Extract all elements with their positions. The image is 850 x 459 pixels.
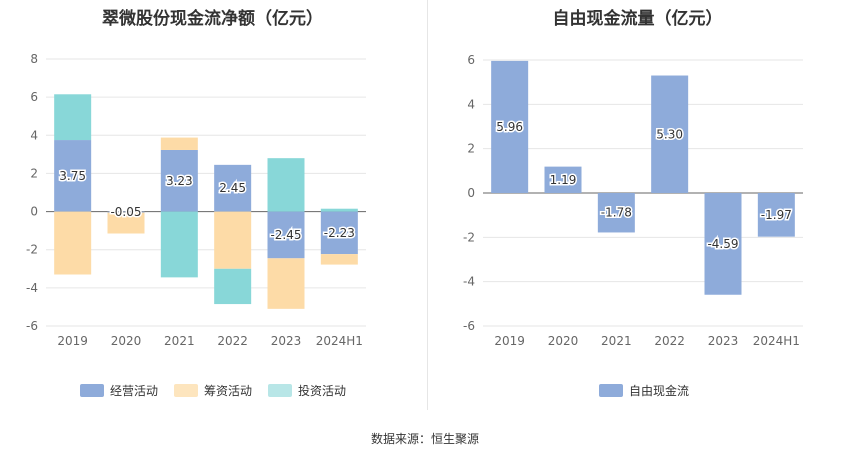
left-bar-经营活动-2023	[267, 211, 305, 259]
right-bar-自由现金流-2020	[544, 166, 582, 193]
legend-swatch-investing	[268, 384, 293, 397]
legend-swatch-operating	[80, 384, 104, 397]
legend-item-operating[interactable]: 经营活动	[80, 382, 158, 399]
right-data-label: -1.78	[601, 206, 632, 220]
left-y-tick-label: 8	[30, 52, 38, 66]
left-bar-经营活动-2020	[107, 211, 145, 213]
right-data-label: 5.96	[496, 120, 523, 134]
left-bar-经营活动-2022	[214, 164, 252, 212]
legend-label-free-cash-flow: 自由现金流	[629, 384, 690, 398]
legend-item-free-cash-flow[interactable]: 自由现金流	[599, 382, 689, 399]
right-y-tick-label: 4	[467, 97, 475, 111]
left-data-label: -2.45	[270, 228, 301, 242]
left-bar-筹资活动-2021	[160, 137, 198, 150]
right-legend: 自由现金流	[599, 382, 689, 399]
legend-label-financing: 筹资活动	[204, 384, 253, 398]
left-x-tick-label: 2019	[57, 334, 88, 348]
left-y-tick-label: 4	[30, 128, 38, 142]
legend-label-operating: 经营活动	[110, 384, 159, 398]
legend-swatch-financing	[174, 384, 199, 397]
chart-divider	[427, 0, 428, 410]
left-bar-投资活动-2019	[54, 94, 92, 141]
right-x-tick-label: 2020	[548, 334, 579, 348]
left-y-tick-label: 6	[30, 90, 38, 104]
right-data-label: 5.30	[656, 127, 683, 141]
left-data-label: -0.05	[110, 205, 141, 219]
left-x-tick-label: 2020	[111, 334, 142, 348]
left-x-tick-label: 2024H1	[316, 334, 363, 348]
right-y-tick-label: -4	[463, 275, 475, 289]
right-bar-自由现金流-2024H1	[757, 193, 795, 237]
right-y-tick-label: 0	[467, 186, 475, 200]
right-x-tick-label: 2019	[494, 334, 525, 348]
right-x-tick-label: 2024H1	[753, 334, 800, 348]
left-data-label: 2.45	[219, 181, 246, 195]
left-bar-筹资活动-2023	[267, 258, 305, 309]
right-x-tick-label: 2023	[708, 334, 739, 348]
right-y-tick-label: -2	[463, 230, 475, 244]
right-y-tick-label: -6	[463, 319, 475, 333]
legend-swatch-free-cash-flow	[599, 384, 623, 397]
left-data-label: -2.23	[324, 226, 355, 240]
left-bar-经营活动-2021	[160, 149, 198, 212]
left-bar-经营活动-2024H1	[320, 211, 358, 255]
left-bar-投资活动-2024H1	[320, 208, 358, 212]
left-y-tick-label: -6	[26, 319, 38, 333]
right-chart-title: 自由现金流量（亿元）	[552, 9, 723, 29]
right-bar-自由现金流-2022	[651, 75, 689, 193]
right-y-tick-label: 6	[467, 53, 475, 67]
left-bar-经营活动-2019	[54, 140, 92, 212]
left-x-tick-label: 2022	[217, 334, 248, 348]
left-chart-title: 翠微股份现金流净额（亿元）	[102, 9, 323, 29]
legend-item-financing[interactable]: 筹资活动	[174, 382, 252, 399]
legend-item-investing[interactable]: 投资活动	[268, 382, 346, 399]
legend-label-investing: 投资活动	[298, 384, 347, 398]
left-y-tick-label: 2	[30, 166, 38, 180]
data-source: 数据来源：恒生聚源	[370, 432, 479, 446]
right-y-tick-label: 2	[467, 142, 475, 156]
left-y-tick-label: 0	[30, 205, 38, 219]
right-bar-自由现金流-2023	[704, 193, 742, 295]
left-bar-投资活动-2022	[214, 268, 252, 305]
left-bar-投资活动-2023	[267, 158, 305, 212]
right-data-label: -4.59	[707, 237, 738, 251]
left-y-tick-label: -2	[26, 243, 38, 257]
right-data-label: -1.97	[761, 208, 792, 222]
left-y-tick-label: -4	[26, 281, 38, 295]
left-legend: 经营活动 筹资活动 投资活动	[80, 382, 346, 399]
left-data-label: 3.75	[59, 169, 86, 183]
right-x-tick-label: 2021	[601, 334, 632, 348]
left-bar-筹资活动-2024H1	[320, 254, 358, 265]
left-bar-筹资活动-2022	[214, 211, 252, 269]
left-x-tick-label: 2023	[271, 334, 302, 348]
right-bar-自由现金流-2021	[597, 193, 635, 233]
right-data-label: 1.19	[550, 173, 577, 187]
right-bar-自由现金流-2019	[491, 60, 529, 194]
left-bar-筹资活动-2019	[54, 211, 92, 275]
left-bar-投资活动-2021	[160, 211, 198, 278]
left-bar-筹资活动-2020	[107, 212, 145, 234]
right-x-tick-label: 2022	[654, 334, 685, 348]
left-data-label: 3.23	[166, 174, 193, 188]
left-x-tick-label: 2021	[164, 334, 195, 348]
